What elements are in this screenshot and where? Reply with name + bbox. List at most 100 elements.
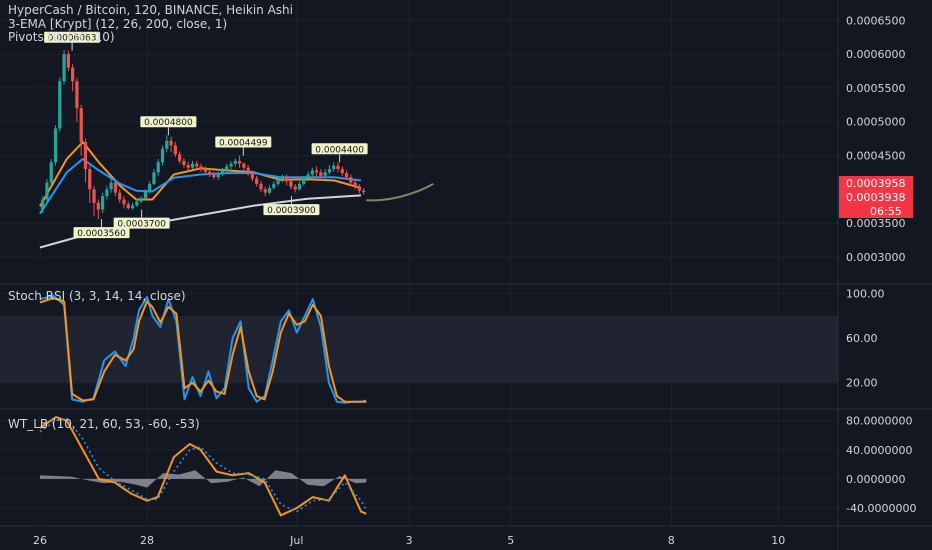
- candle: [135, 198, 139, 207]
- candle-body: [100, 196, 105, 210]
- candle: [113, 179, 118, 197]
- price-pane[interactable]: 0.0006063 0.0004800 0.0004499 0.0004400 0.00…: [0, 0, 838, 526]
- candle: [109, 179, 113, 193]
- candle: [314, 166, 319, 176]
- candle-body: [88, 169, 92, 190]
- pivot-label-text: 0.0004499: [219, 139, 268, 149]
- candle: [246, 164, 250, 176]
- candle: [310, 167, 314, 178]
- price-tick-label: 0.0004500: [846, 150, 906, 163]
- candle-body: [255, 178, 259, 184]
- candle-body: [272, 183, 276, 188]
- last-price-label: 0.0003958: [846, 177, 906, 190]
- candle: [96, 199, 100, 220]
- candle-body: [293, 186, 297, 190]
- candle: [306, 171, 310, 182]
- candle-body: [306, 174, 310, 179]
- candle: [75, 77, 79, 122]
- main-legend[interactable]: HyperCash / Bitcoin, 120, BINANCE, Heiki…: [8, 3, 293, 44]
- candle-body: [58, 81, 62, 129]
- candle-body: [186, 164, 190, 168]
- candle-body: [212, 174, 216, 178]
- pivot-label-text: 0.0003560: [77, 229, 126, 239]
- candle-body: [349, 177, 353, 183]
- candle: [302, 175, 306, 186]
- candle-body: [182, 160, 186, 165]
- candle: [289, 178, 293, 190]
- stoch-tick-label: 60.00: [846, 332, 878, 345]
- price-tick-label: 0.0005500: [846, 82, 906, 95]
- stoch-tick-label: 100.00: [846, 288, 885, 301]
- candle: [122, 196, 126, 209]
- candle: [178, 151, 182, 164]
- symbol-legend[interactable]: HyperCash / Bitcoin, 120, BINANCE, Heiki…: [8, 3, 293, 17]
- pivot-low-label: 0.0003560: [73, 219, 130, 239]
- wt-tick-label: -40.0000000: [846, 502, 916, 515]
- candle: [319, 169, 323, 180]
- pivot-label-box: [140, 116, 197, 128]
- pivot-high-label: 0.0004499: [215, 136, 272, 156]
- candle: [280, 174, 284, 183]
- ema-fast-line: [39, 141, 362, 207]
- candle: [216, 171, 220, 180]
- pivot-label-text: 0.0003900: [267, 206, 316, 216]
- candle-body: [79, 108, 83, 142]
- wavetrend-legend[interactable]: WT_LB (10, 21, 60, 53, -60, -53): [8, 417, 200, 431]
- time-tick-label: 8: [668, 534, 675, 547]
- candle: [285, 174, 289, 186]
- pivot-label-box: [113, 217, 170, 229]
- candle: [323, 169, 327, 179]
- candle: [41, 196, 45, 213]
- candle-body: [41, 199, 45, 210]
- candle-body: [267, 187, 272, 193]
- candle-body: [169, 140, 173, 146]
- candle: [165, 135, 169, 153]
- candle-body: [353, 182, 357, 187]
- y-axis-ticks[interactable]: 0.0006500 0.0006000 0.0005500 0.0005000 0.00…: [846, 14, 916, 515]
- candle: [62, 50, 66, 85]
- candle: [58, 77, 62, 132]
- x-axis-ticks[interactable]: 26 28 Jul 3 5 8 10: [33, 534, 785, 547]
- candle-body: [207, 171, 212, 175]
- candle-body: [357, 186, 361, 191]
- wavetrend-pane[interactable]: [0, 416, 838, 517]
- candle: [83, 138, 88, 183]
- wt-tick-label: 40.0000000: [846, 444, 912, 457]
- close-price-label: 0.0003938: [846, 191, 906, 204]
- price-tick-label: 0.0005000: [846, 116, 906, 129]
- candle-body: [336, 165, 340, 170]
- candle-body: [122, 199, 126, 205]
- candle: [92, 185, 96, 217]
- candle: [362, 187, 366, 195]
- candle: [220, 167, 225, 176]
- candle-body: [92, 189, 96, 203]
- candle-body: [152, 172, 156, 184]
- candle-body: [126, 204, 130, 209]
- candle: [53, 125, 58, 166]
- candle: [152, 169, 156, 186]
- candle-body: [237, 160, 242, 164]
- candle: [250, 170, 254, 182]
- close-price-badge: [839, 190, 913, 204]
- candle: [242, 162, 246, 171]
- candle-body: [302, 178, 306, 184]
- stoch-rsi-pane[interactable]: [0, 293, 838, 404]
- candle-body: [233, 160, 237, 164]
- stoch-rsi-legend[interactable]: Stoch RSI (3, 3, 14, 14, close): [8, 289, 186, 303]
- candle-body: [225, 166, 229, 171]
- candle: [45, 179, 49, 203]
- wt-histogram: [40, 470, 367, 488]
- candle: [272, 181, 276, 190]
- candle: [88, 165, 92, 203]
- candle: [225, 163, 229, 173]
- candle: [203, 166, 207, 175]
- candle: [148, 181, 152, 194]
- candle-body: [139, 198, 143, 202]
- pivots-legend[interactable]: Pivots HL (10, 10): [8, 30, 115, 44]
- candle-body: [229, 163, 233, 167]
- candle-body: [285, 177, 289, 182]
- ema-legend[interactable]: 3-EMA [Krypt] (12, 26, 200, close, 1): [8, 17, 227, 31]
- ema-mid-line: [39, 157, 362, 215]
